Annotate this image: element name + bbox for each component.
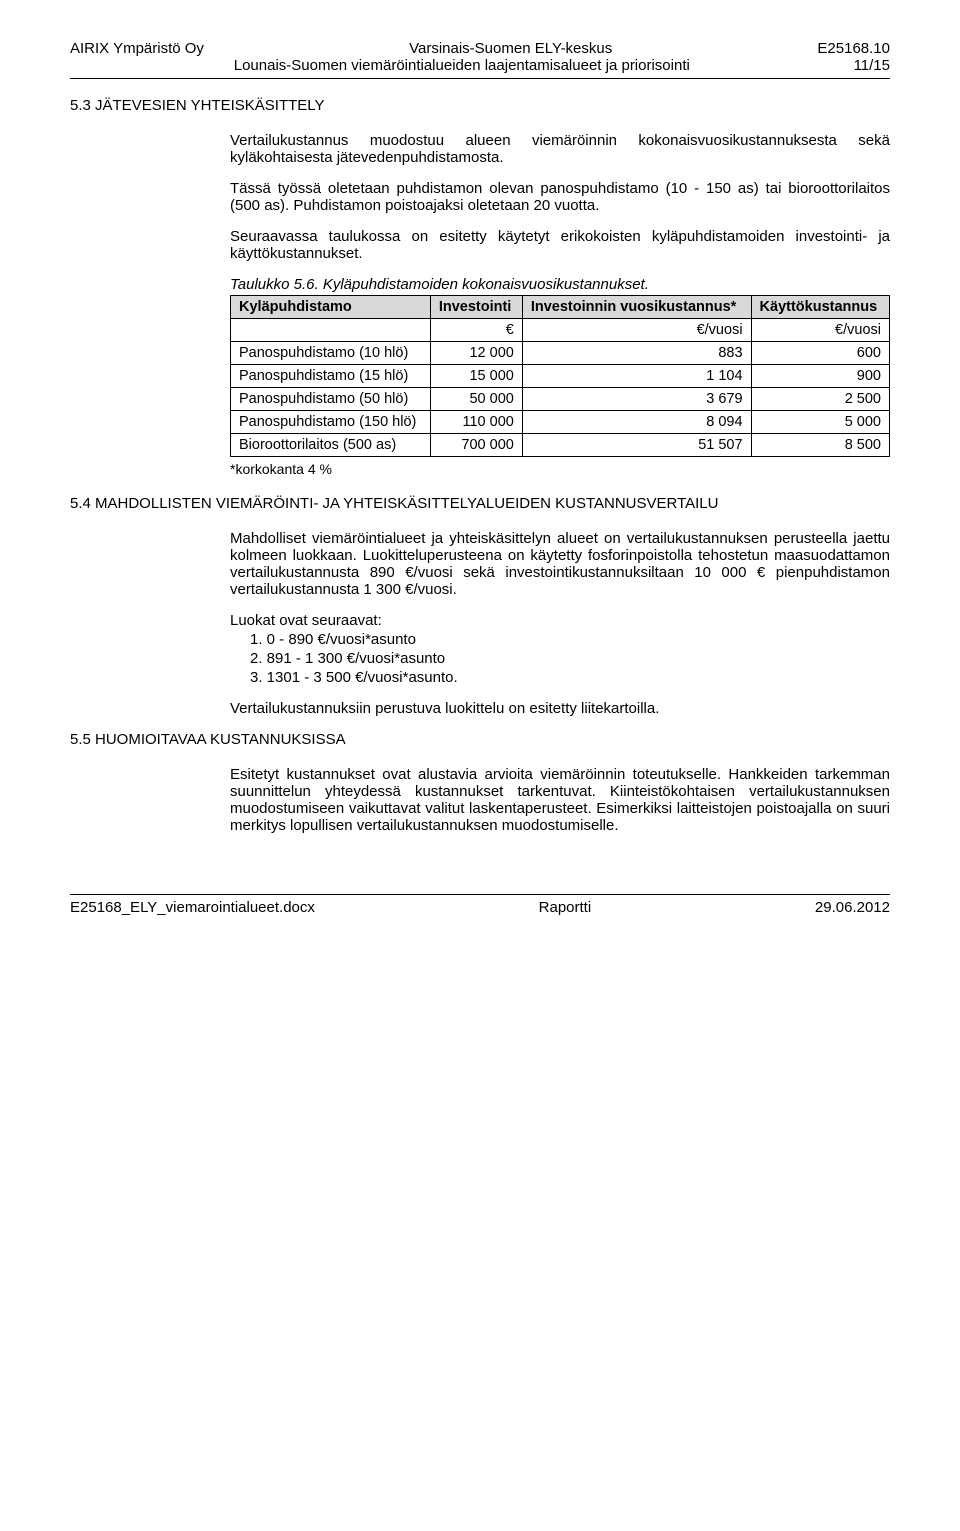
paragraph: Tässä työssä oletetaan puhdistamon oleva…	[230, 180, 890, 214]
table-cell: 12 000	[430, 342, 522, 365]
page-header-line2: Lounais-Suomen viemäröintialueiden laaje…	[70, 57, 890, 74]
table-row: Panospuhdistamo (50 hlö) 50 000 3 679 2 …	[231, 388, 890, 411]
list-item: 2. 891 - 1 300 €/vuosi*asunto	[250, 650, 890, 667]
table-cell: €	[430, 319, 522, 342]
table-cell: 15 000	[430, 365, 522, 388]
table-cell: 51 507	[522, 434, 751, 457]
section-5-5-body: Esitetyt kustannukset ovat alustavia arv…	[230, 766, 890, 834]
table-cell: 2 500	[751, 388, 889, 411]
table-row: Bioroottorilaitos (500 as) 700 000 51 50…	[231, 434, 890, 457]
table-header-row: Kyläpuhdistamo Investointi Investoinnin …	[231, 296, 890, 319]
header-left: AIRIX Ympäristö Oy	[70, 40, 204, 57]
table-cell: 50 000	[430, 388, 522, 411]
table-cell: 8 094	[522, 411, 751, 434]
table-cell: Panospuhdistamo (15 hlö)	[231, 365, 431, 388]
table-col-header: Investoinnin vuosikustannus*	[522, 296, 751, 319]
table-col-header: Käyttökustannus	[751, 296, 889, 319]
header-divider	[70, 78, 890, 79]
class-list: 1. 0 - 890 €/vuosi*asunto 2. 891 - 1 300…	[250, 631, 890, 686]
table-cell: 1 104	[522, 365, 751, 388]
table-col-header: Kyläpuhdistamo	[231, 296, 431, 319]
footer-center: Raportti	[539, 899, 592, 916]
table-cell: Panospuhdistamo (50 hlö)	[231, 388, 431, 411]
table-footnote: *korkokanta 4 %	[230, 461, 890, 477]
table-cell: 700 000	[430, 434, 522, 457]
table-row: Panospuhdistamo (150 hlö) 110 000 8 094 …	[231, 411, 890, 434]
list-item: 3. 1301 - 3 500 €/vuosi*asunto.	[250, 669, 890, 686]
table-cell: 5 000	[751, 411, 889, 434]
section-5-3-title: 5.3 JÄTEVESIEN YHTEISKÄSITTELY	[70, 97, 890, 114]
section-5-5-title: 5.5 HUOMIOITAVAA KUSTANNUKSISSA	[70, 731, 890, 748]
table-cell: 883	[522, 342, 751, 365]
header-right: E25168.10	[817, 40, 890, 57]
list-intro: Luokat ovat seuraavat:	[230, 612, 890, 629]
paragraph: Esitetyt kustannukset ovat alustavia arv…	[230, 766, 890, 834]
table-row: Panospuhdistamo (10 hlö) 12 000 883 600	[231, 342, 890, 365]
header-center: Varsinais-Suomen ELY-keskus	[204, 40, 817, 57]
table-units-row: € €/vuosi €/vuosi	[231, 319, 890, 342]
header-page-number: 11/15	[854, 57, 890, 74]
paragraph: Mahdolliset viemäröintialueet ja yhteisk…	[230, 530, 890, 598]
list-item: 1. 0 - 890 €/vuosi*asunto	[250, 631, 890, 648]
table-cell: €/vuosi	[751, 319, 889, 342]
section-5-4-body: Mahdolliset viemäröintialueet ja yhteisk…	[230, 530, 890, 717]
table-cell	[231, 319, 431, 342]
header-subtitle: Lounais-Suomen viemäröintialueiden laaje…	[234, 57, 690, 74]
page-header: AIRIX Ympäristö Oy Varsinais-Suomen ELY-…	[70, 40, 890, 57]
table-cell: Panospuhdistamo (10 hlö)	[231, 342, 431, 365]
table-cell: Panospuhdistamo (150 hlö)	[231, 411, 431, 434]
table-cell: 900	[751, 365, 889, 388]
table-cell: 110 000	[430, 411, 522, 434]
section-5-4-title: 5.4 MAHDOLLISTEN VIEMÄRÖINTI- JA YHTEISK…	[70, 495, 890, 512]
table-cell: 8 500	[751, 434, 889, 457]
table-cell: 3 679	[522, 388, 751, 411]
paragraph: Vertailukustannuksiin perustuva luokitte…	[230, 700, 890, 717]
table-cell: 600	[751, 342, 889, 365]
footer-right: 29.06.2012	[815, 899, 890, 916]
footer-left: E25168_ELY_viemarointialueet.docx	[70, 899, 315, 916]
paragraph: Seuraavassa taulukossa on esitetty käyte…	[230, 228, 890, 262]
cost-table: Kyläpuhdistamo Investointi Investoinnin …	[230, 295, 890, 457]
section-5-3-body: Vertailukustannus muodostuu alueen viemä…	[230, 132, 890, 477]
table-col-header: Investointi	[430, 296, 522, 319]
table-row: Panospuhdistamo (15 hlö) 15 000 1 104 90…	[231, 365, 890, 388]
page-footer: E25168_ELY_viemarointialueet.docx Raport…	[70, 894, 890, 916]
table-cell: Bioroottorilaitos (500 as)	[231, 434, 431, 457]
table-caption: Taulukko 5.6. Kyläpuhdistamoiden kokonai…	[230, 276, 890, 293]
paragraph: Vertailukustannus muodostuu alueen viemä…	[230, 132, 890, 166]
table-cell: €/vuosi	[522, 319, 751, 342]
